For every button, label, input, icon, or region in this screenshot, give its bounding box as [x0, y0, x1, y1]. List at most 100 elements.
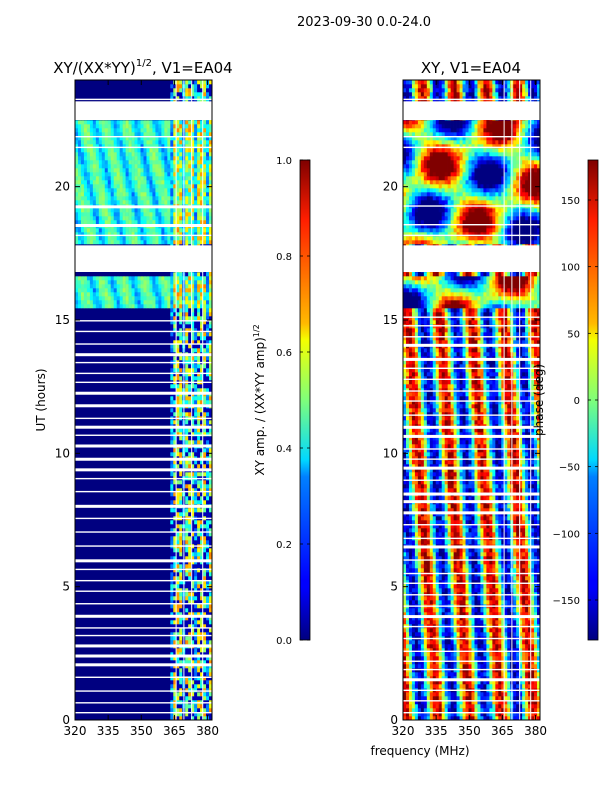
heatmap-cell [143, 552, 147, 557]
heatmap-cell [80, 524, 85, 529]
heatmap-cell [152, 440, 156, 445]
heatmap-cell [122, 640, 126, 645]
heatmap-cell [185, 716, 189, 720]
heatmap-cell [92, 604, 97, 609]
heatmap-cell [83, 512, 88, 517]
heatmap-cell [137, 620, 141, 625]
heatmap-cell [170, 332, 174, 337]
heatmap-cell [179, 368, 183, 373]
heatmap-cell [164, 312, 168, 317]
heatmap-cell [143, 628, 147, 633]
heatmap-cell [119, 412, 123, 417]
heatmap-cell [110, 652, 115, 657]
heatmap-cell [158, 696, 162, 701]
heatmap-cell [107, 328, 112, 333]
heatmap-cell [131, 464, 135, 469]
heatmap-cell [209, 332, 212, 337]
heatmap-cell [98, 496, 103, 501]
heatmap-cell [83, 412, 88, 417]
heatmap-cell [86, 284, 91, 289]
heatmap-cell [140, 384, 144, 389]
heatmap-cell [104, 332, 109, 337]
heatmap-cell [137, 316, 141, 321]
heatmap-cell [134, 400, 138, 405]
heatmap-cell [80, 612, 85, 617]
heatmap-cell [104, 712, 109, 717]
heatmap-cell [155, 336, 159, 341]
heatmap-cell [75, 552, 79, 557]
heatmap-cell [143, 464, 147, 469]
heatmap-cell [125, 696, 129, 701]
heatmap-cell [167, 608, 171, 613]
heatmap-cell [197, 356, 201, 361]
heatmap-cell [176, 668, 180, 673]
heatmap-cell [170, 300, 174, 305]
heatmap-cell [194, 356, 198, 361]
heatmap-cell [176, 340, 180, 345]
heatmap-cell [170, 440, 174, 445]
heatmap-cell [125, 488, 129, 493]
heatmap-cell [128, 536, 132, 541]
heatmap-cell [92, 484, 97, 489]
heatmap-cell [146, 688, 150, 693]
heatmap-cell [170, 400, 174, 405]
heatmap-cell [200, 564, 204, 569]
heatmap-cell [134, 436, 138, 441]
heatmap-cell [158, 612, 162, 617]
heatmap-cell [92, 716, 97, 720]
heatmap-cell [146, 300, 150, 305]
heatmap-cell [197, 596, 201, 601]
heatmap-cell [95, 308, 100, 313]
heatmap-cell [197, 484, 201, 489]
heatmap-cell [107, 616, 112, 621]
heatmap-cell [185, 368, 189, 373]
heatmap-cell [161, 632, 165, 637]
heatmap-cell [77, 408, 82, 413]
heatmap-cell [185, 652, 189, 657]
heatmap-cell [143, 472, 147, 477]
heatmap-cell [75, 628, 79, 633]
heatmap-cell [200, 308, 204, 313]
heatmap-cell [143, 584, 147, 589]
heatmap-cell [191, 696, 195, 701]
heatmap-cell [167, 320, 171, 325]
heatmap-cell [83, 396, 88, 401]
heatmap-cell [197, 680, 201, 685]
heatmap-cell [110, 520, 115, 525]
heatmap-cell [161, 696, 165, 701]
heatmap-cell [146, 436, 150, 441]
heatmap-cell [80, 600, 85, 605]
heatmap-cell [188, 588, 192, 593]
heatmap-cell [113, 488, 117, 493]
heatmap-cell [140, 684, 144, 689]
heatmap-cell [191, 368, 195, 373]
heatmap-cell [194, 364, 198, 369]
heatmap-cell [83, 520, 88, 525]
heatmap-cell [119, 552, 123, 557]
heatmap-cell [206, 572, 210, 577]
heatmap-cell [140, 396, 144, 401]
heatmap-cell [83, 712, 88, 717]
heatmap-cell [176, 500, 180, 505]
heatmap-cell [128, 500, 132, 505]
heatmap-cell [77, 292, 82, 297]
heatmap-cell [110, 600, 115, 605]
heatmap-cell [128, 592, 132, 597]
heatmap-cell [152, 340, 156, 345]
heatmap-cell [128, 408, 132, 413]
heatmap-cell [128, 596, 132, 601]
heatmap-cell [86, 576, 91, 581]
heatmap-cell [155, 632, 159, 637]
heatmap-cell [146, 332, 150, 337]
heatmap-cell [173, 344, 177, 349]
heatmap-cell [75, 488, 79, 493]
heatmap-cell [101, 508, 106, 513]
heatmap-cell [194, 316, 198, 321]
heatmap-cell [128, 412, 132, 417]
heatmap-cell [83, 548, 88, 553]
heatmap-cell [86, 652, 91, 657]
heatmap-cell [146, 660, 150, 665]
heatmap-cell [128, 600, 132, 605]
heatmap-cell [113, 408, 117, 413]
heatmap-cell [146, 600, 150, 605]
